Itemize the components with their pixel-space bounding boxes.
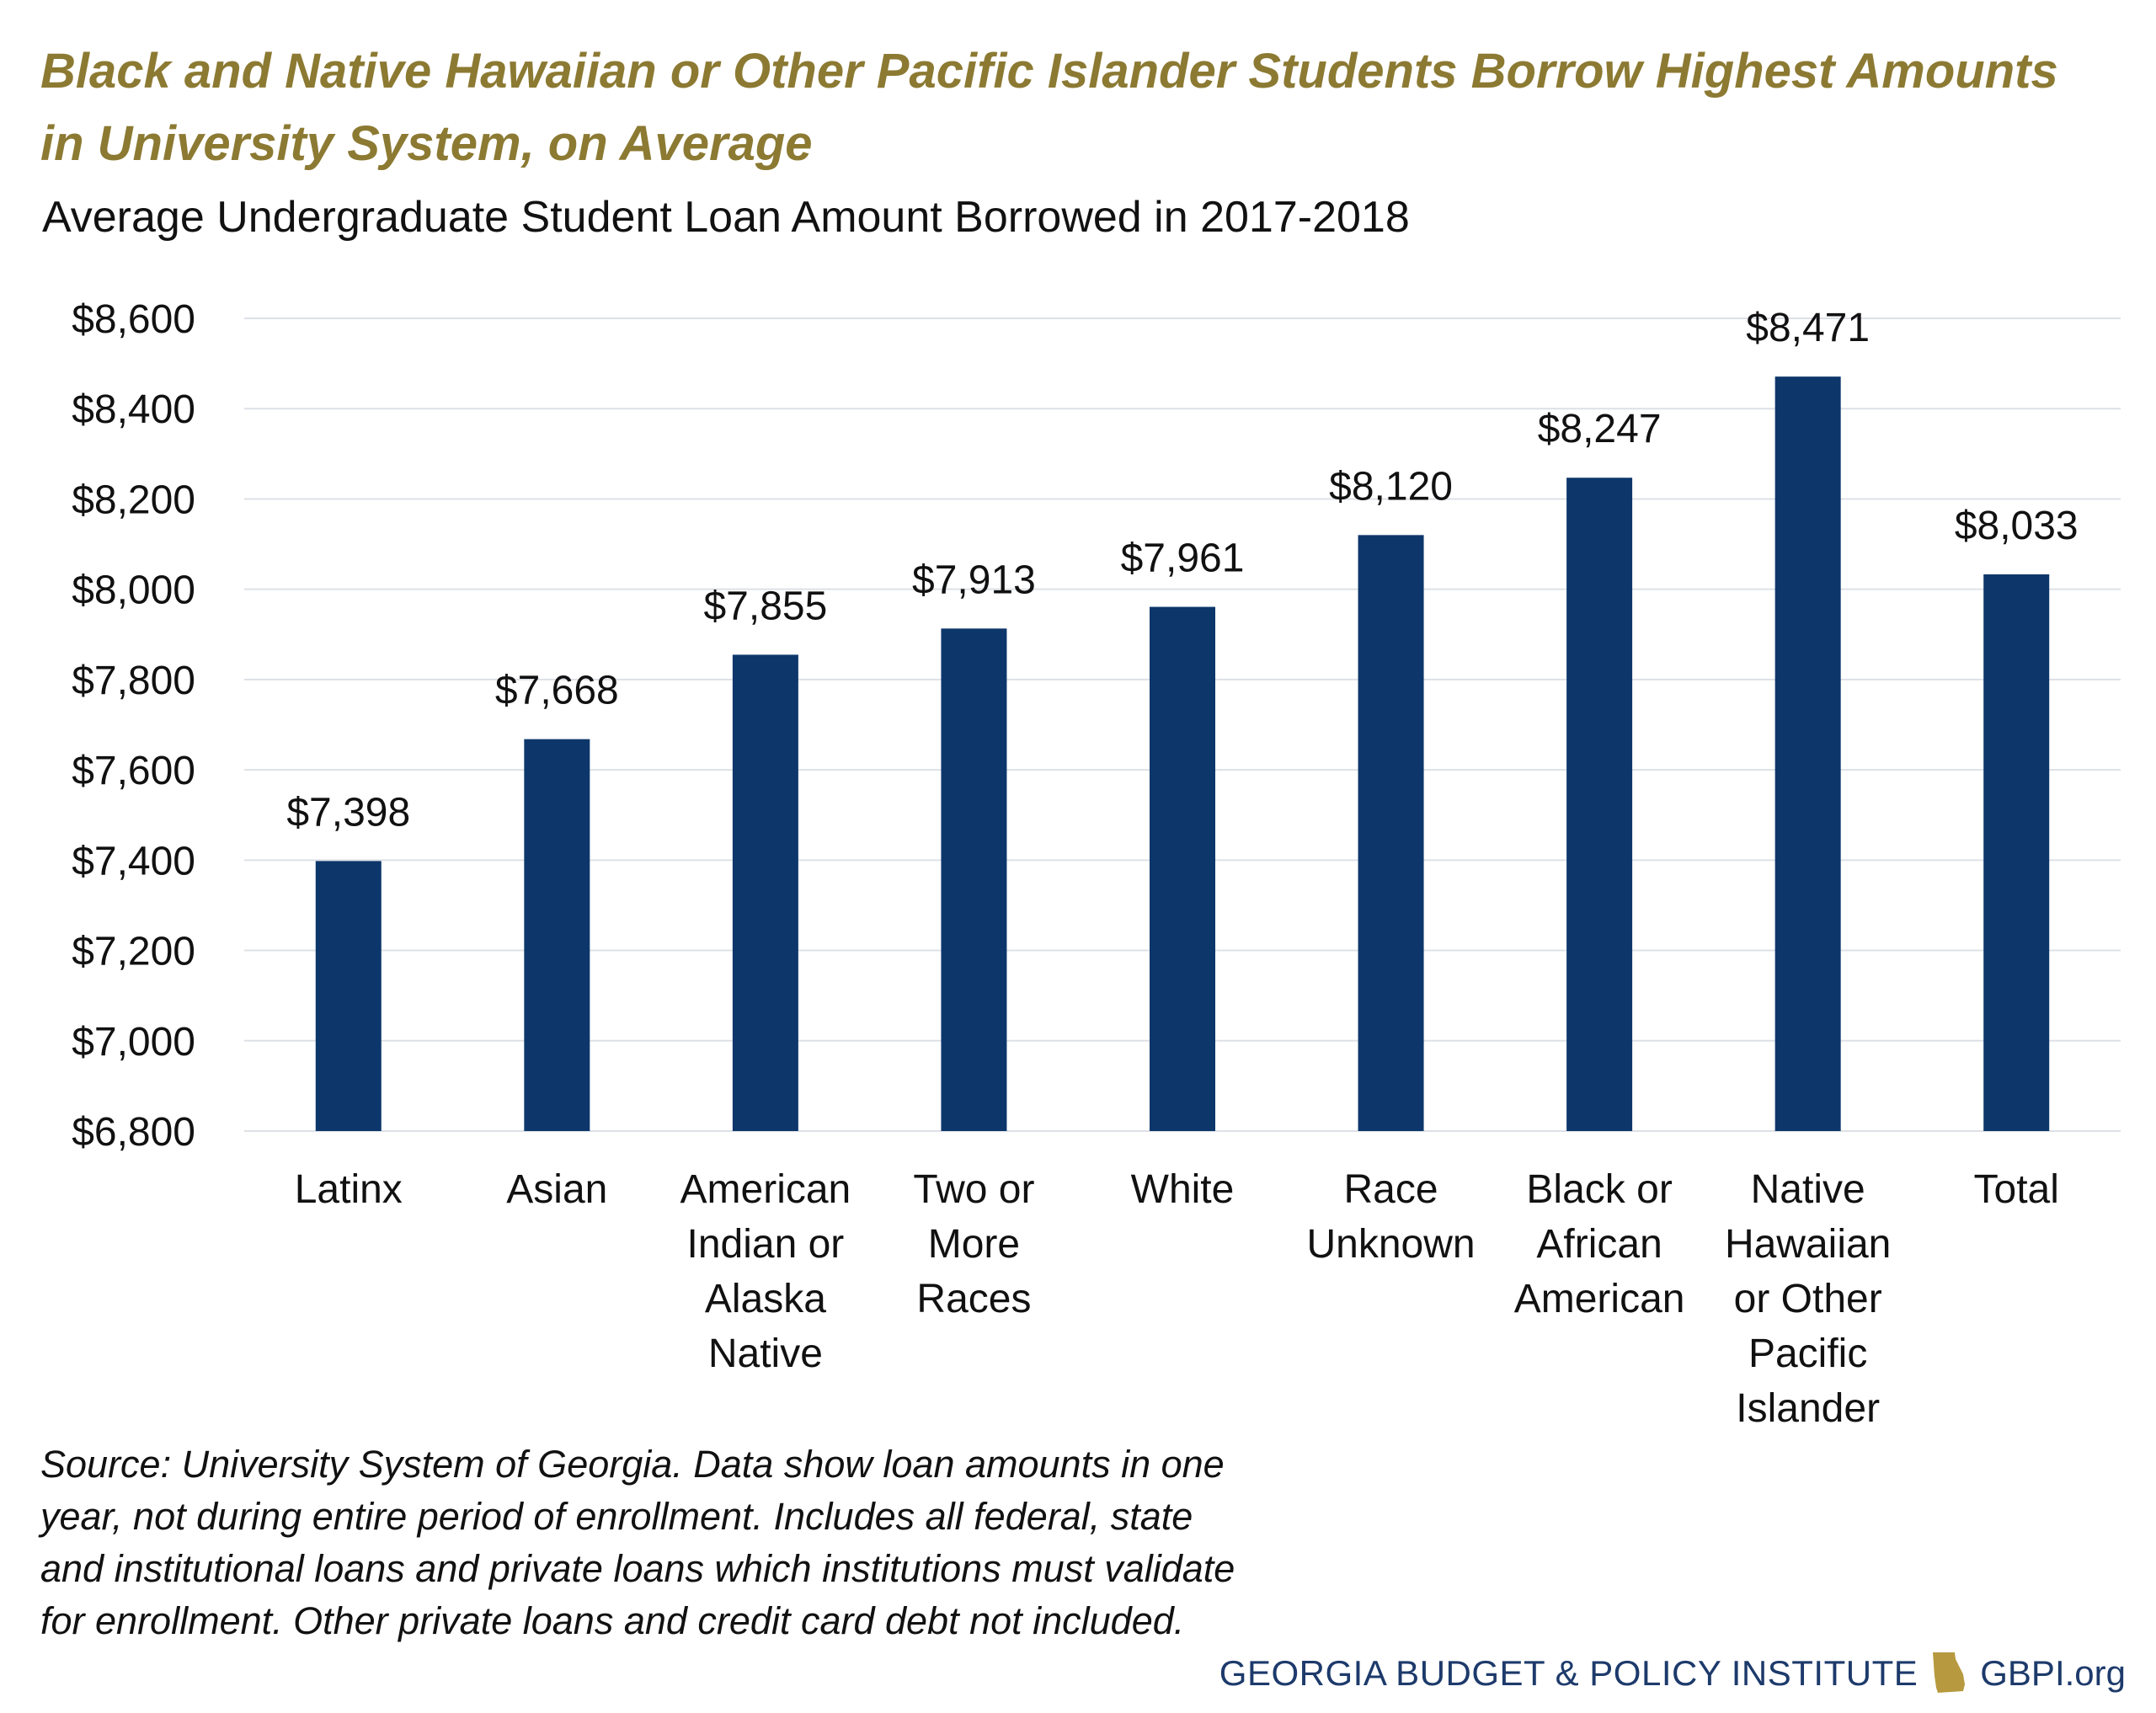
bar <box>941 628 1007 1131</box>
y-tick-label: $8,000 <box>72 568 195 613</box>
bars <box>315 376 2050 1131</box>
bar-chart: $6,800 $7,000 $7,200 $7,400 $7,600 $7,800 $8,0… <box>72 297 2121 1431</box>
data-label: $7,913 <box>912 558 1036 602</box>
website-link[interactable]: GBPI.org <box>1980 1653 2126 1693</box>
data-label: $7,855 <box>703 584 827 628</box>
chart-subtitle: Average Undergraduate Student Loan Amoun… <box>42 193 1410 242</box>
y-axis-ticks: $6,800 $7,000 $7,200 $7,400 $7,600 $7,800 $8,0… <box>72 297 195 1155</box>
data-labels: $7,398 $7,668 $7,855 $7,913 $7,961 $8,120 $8,2… <box>286 306 2078 835</box>
chart-title: Black and Native Hawaiian or Other Pacif… <box>40 44 2058 171</box>
y-tick-label: $8,400 <box>72 387 195 432</box>
source-note: Source: University System of Georgia. Da… <box>40 1443 1235 1642</box>
x-tick-label: Latinx <box>295 1167 403 1212</box>
branding: GEORGIA BUDGET & POLICY INSTITUTE GBPI.o… <box>1219 1651 2126 1696</box>
y-tick-label: $8,600 <box>72 297 195 342</box>
y-tick-label: $7,800 <box>72 659 195 703</box>
data-label: $8,247 <box>1538 407 1662 451</box>
x-tick-label: American Indian or Alaska Native <box>680 1167 851 1376</box>
bar <box>524 739 590 1131</box>
bar <box>1150 606 1215 1131</box>
georgia-state-outline-icon <box>1929 1651 1968 1696</box>
y-tick-label: $7,000 <box>72 1020 195 1065</box>
bar <box>1774 376 1841 1131</box>
bar <box>1566 478 1633 1131</box>
bar <box>315 861 382 1131</box>
y-tick-label: $7,600 <box>72 749 195 793</box>
data-label: $7,668 <box>495 669 619 713</box>
data-label: $7,961 <box>1121 536 1245 581</box>
bar <box>1983 574 2050 1131</box>
data-label: $8,471 <box>1746 306 1870 350</box>
x-tick-label: Black or African American <box>1514 1167 1685 1321</box>
data-label: $8,033 <box>1955 504 2079 548</box>
data-label: $8,120 <box>1329 464 1453 509</box>
data-label: $7,398 <box>286 790 410 835</box>
bar <box>1358 535 1424 1131</box>
bar <box>732 654 798 1131</box>
x-tick-label: Asian <box>506 1167 607 1212</box>
x-tick-label: White <box>1131 1167 1235 1212</box>
x-tick-label: Total <box>1974 1167 2059 1212</box>
x-axis-ticks: Latinx Asian American Indian or Alaska Native… <box>295 1167 2059 1431</box>
x-tick-label: Race Unknown <box>1307 1167 1476 1267</box>
x-tick-label: Two or More Races <box>913 1167 1034 1321</box>
x-tick-label: Native Hawaiian or Other Pacific Islander <box>1725 1167 1891 1431</box>
organization-name: GEORGIA BUDGET & POLICY INSTITUTE <box>1219 1653 1919 1693</box>
y-tick-label: $6,800 <box>72 1110 195 1155</box>
y-tick-label: $8,200 <box>72 478 195 522</box>
y-tick-label: $7,200 <box>72 930 195 974</box>
y-tick-label: $7,400 <box>72 839 195 883</box>
